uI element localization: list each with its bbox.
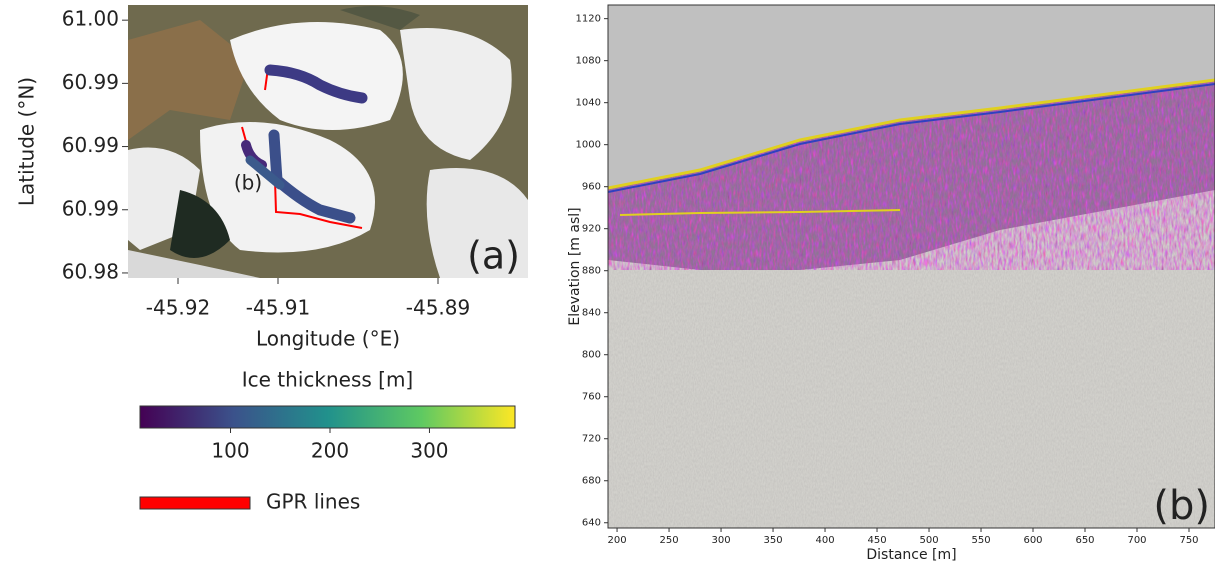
x-tick-label: -45.89 — [406, 296, 470, 320]
x-tick-label: 650 — [1075, 535, 1094, 546]
y-tick-label: 720 — [582, 434, 601, 445]
colorbar-label: Ice thickness [m] — [242, 368, 413, 392]
x-tick-label: 450 — [867, 535, 886, 546]
y-tick-label: 60.99 — [62, 70, 119, 94]
panel-label: (a) — [467, 234, 520, 278]
y-tick-label: 840 — [582, 308, 601, 319]
y-axis-label: Latitude (°N) — [15, 77, 39, 206]
x-tick-label: 600 — [1023, 535, 1042, 546]
y-tick-label: 880 — [582, 266, 601, 277]
y-tick-label: 760 — [582, 392, 601, 403]
y-tick-label: 1080 — [576, 56, 601, 67]
y-tick-label: 1000 — [576, 140, 601, 151]
y-tick-label: 800 — [582, 350, 601, 361]
legend-swatch — [139, 496, 251, 510]
y-tick-label: 640 — [582, 518, 601, 529]
x-tick-label: 300 — [711, 535, 730, 546]
panel-label: (b) — [1153, 483, 1210, 529]
y-tick-label: 920 — [582, 224, 601, 235]
radargram-image — [608, 5, 1215, 528]
x-tick-label: 350 — [763, 535, 782, 546]
x-tick-label: 750 — [1179, 535, 1198, 546]
y-tick-label: 61.00 — [62, 7, 119, 31]
colorbar-tick-label: 300 — [410, 439, 448, 463]
y-tick-label: 680 — [582, 476, 601, 487]
x-tick-label: 700 — [1127, 535, 1146, 546]
x-axis-label: Longitude (°E) — [256, 327, 400, 351]
y-tick-label: 60.99 — [62, 133, 119, 157]
x-tick-label: 400 — [815, 535, 834, 546]
x-tick-label: -45.91 — [246, 296, 310, 320]
x-tick-label: 550 — [971, 535, 990, 546]
x-tick-label: -45.92 — [146, 296, 210, 320]
radargram-frame — [607, 4, 1215, 529]
legend-label: GPR lines — [266, 490, 360, 514]
y-tick-label: 60.99 — [62, 196, 119, 220]
ice-thickness-tracks — [241, 64, 368, 224]
y-tick-label: 960 — [582, 182, 601, 193]
y-axis-label: Elevation [m asl] — [567, 207, 583, 325]
x-axis-label: Distance [m] — [866, 547, 956, 563]
track-label: (b) — [234, 171, 262, 195]
colorbar — [139, 405, 516, 429]
colorbar-tick-label: 200 — [311, 439, 349, 463]
x-tick-label: 250 — [659, 535, 678, 546]
x-tick-label: 200 — [608, 535, 627, 546]
y-tick-label: 1040 — [576, 98, 601, 109]
colorbar-tick-label: 100 — [211, 439, 249, 463]
y-tick-label: 1120 — [576, 14, 601, 25]
satellite-image — [128, 5, 528, 278]
x-tick-label: 500 — [919, 535, 938, 546]
y-tick-label: 60.98 — [62, 259, 119, 283]
